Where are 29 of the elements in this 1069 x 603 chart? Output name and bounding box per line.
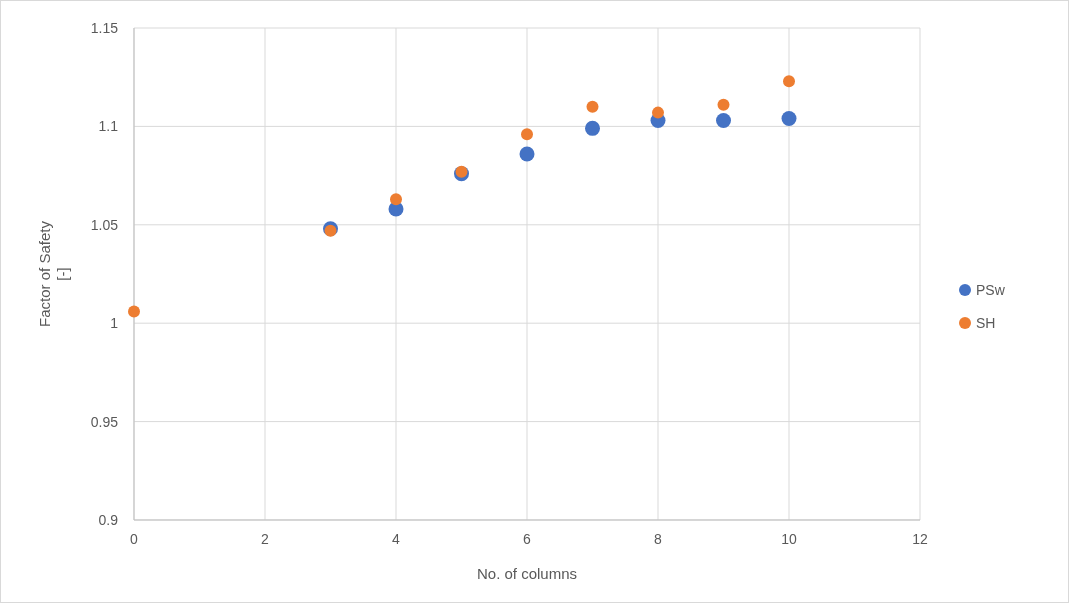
x-tick-label: 10 xyxy=(781,531,797,547)
x-tick-label: 6 xyxy=(523,531,532,547)
legend-label: SH xyxy=(976,314,996,331)
x-tick-label: 2 xyxy=(261,531,270,547)
point xyxy=(455,165,468,178)
point xyxy=(128,305,140,318)
point xyxy=(783,75,795,88)
legend-label: PSw xyxy=(976,281,1006,298)
y-tick-label: 1 xyxy=(110,315,119,332)
y-axis-title: Factor of Safety [-] xyxy=(36,220,71,327)
point xyxy=(519,146,535,162)
y-tick-label: 1.15 xyxy=(90,19,119,36)
point xyxy=(717,98,730,111)
x-axis-title: No. of columns xyxy=(476,565,578,582)
x-tick-label: 4 xyxy=(392,531,401,547)
y-tick-label: 1.05 xyxy=(90,216,119,233)
point xyxy=(781,111,797,127)
point xyxy=(586,100,599,113)
point xyxy=(521,128,533,141)
x-tick-label: 8 xyxy=(654,531,663,547)
point xyxy=(716,113,731,128)
x-tick-label: 0 xyxy=(130,531,139,547)
y-tick-label: 1.1 xyxy=(98,118,119,135)
y-tick-label: 0.95 xyxy=(90,413,119,430)
point xyxy=(585,120,600,136)
point xyxy=(652,106,664,119)
y-tick-label: 0.9 xyxy=(98,511,119,528)
x-tick-label: 12 xyxy=(912,531,928,547)
point xyxy=(390,193,402,206)
